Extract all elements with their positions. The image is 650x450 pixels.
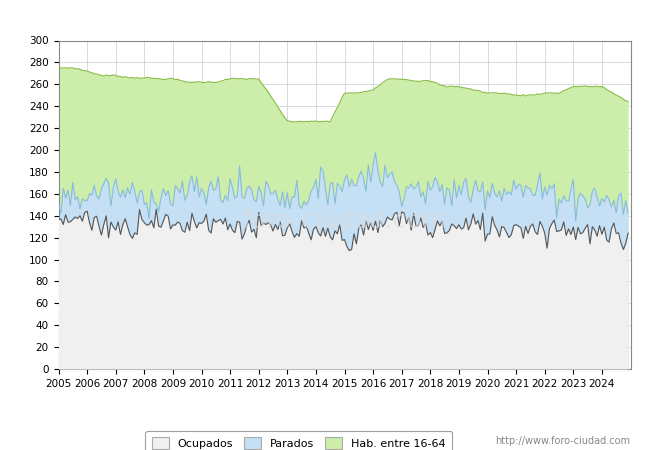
Text: foro-ciudad.com: foro-ciudad.com — [242, 209, 447, 233]
Legend: Ocupados, Parados, Hab. entre 16-64: Ocupados, Parados, Hab. entre 16-64 — [146, 431, 452, 450]
Text: http://www.foro-ciudad.com: http://www.foro-ciudad.com — [495, 436, 630, 446]
Text: Huélago - Evolucion de la poblacion en edad de Trabajar Noviembre de 2024: Huélago - Evolucion de la poblacion en e… — [69, 14, 581, 27]
